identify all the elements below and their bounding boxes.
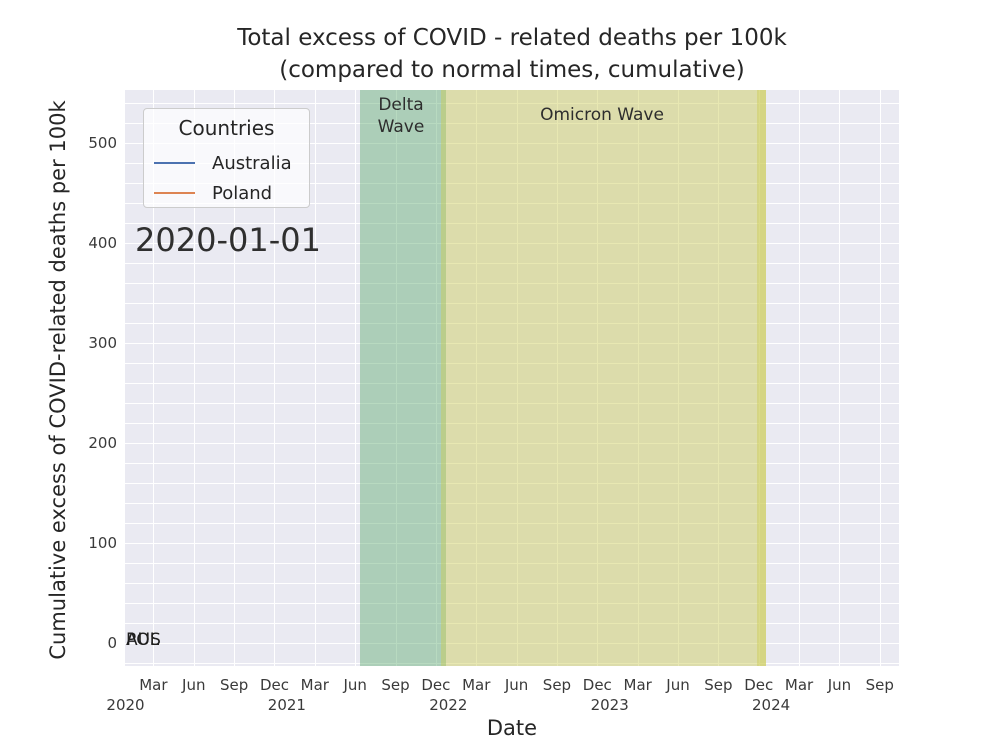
- y-axis-label: Cumulative excess of COVID-related death…: [46, 100, 70, 660]
- x-tick-month-label: Jun: [666, 676, 690, 694]
- x-tick-month-label: Jun: [343, 676, 367, 694]
- legend-entry-poland: Poland: [144, 178, 309, 208]
- x-tick-month-label: Mar: [300, 676, 329, 694]
- legend-line-swatch: [154, 162, 195, 164]
- x-tick-month-label: Dec: [259, 676, 289, 694]
- x-axis-label: Date: [486, 716, 538, 740]
- delta-wave-label: Delta Wave: [377, 95, 425, 137]
- delta-wave-span: [360, 90, 446, 666]
- chart-title: Total excess of COVID - related deaths p…: [237, 25, 787, 83]
- legend-entry-australia: Australia: [144, 148, 309, 178]
- legend: Countries Australia Poland: [143, 108, 310, 208]
- x-tick-month-label: Sep: [542, 676, 572, 694]
- x-tick-year-label: 2024: [752, 696, 791, 714]
- x-tick-month-label: Dec: [582, 676, 612, 694]
- legend-entry-label: Poland: [212, 182, 273, 204]
- y-tick-label: 400: [88, 234, 117, 252]
- x-tick-year-label: 2022: [429, 696, 468, 714]
- x-tick-year-label: 2020: [106, 696, 145, 714]
- y-tick-label: 500: [88, 134, 117, 152]
- x-tick-month-label: Sep: [865, 676, 894, 694]
- x-tick-month-label: Sep: [381, 676, 410, 694]
- y-tick-label: 300: [88, 334, 117, 352]
- legend-title: Countries: [178, 116, 275, 140]
- omicron-wave-edge-band: [757, 90, 766, 666]
- x-tick-year-label: 2021: [267, 696, 306, 714]
- y-tick-label: 0: [107, 634, 117, 652]
- country-label-aus: AUS: [126, 630, 161, 650]
- x-tick-month-label: Mar: [623, 676, 652, 694]
- x-tick-year-label: 2023: [590, 696, 629, 714]
- x-tick-month-label: Jun: [504, 676, 529, 694]
- x-tick-month-label: Dec: [744, 676, 774, 694]
- x-tick-month-label: Sep: [219, 676, 249, 694]
- x-tick-month-label: Sep: [704, 676, 733, 694]
- x-tick-month-label: Jun: [182, 676, 206, 694]
- x-tick-month-label: Jun: [827, 676, 852, 694]
- y-tick-label: 200: [88, 434, 117, 452]
- x-tick-month-label: Dec: [421, 676, 451, 694]
- x-tick-month-label: Mar: [139, 676, 168, 694]
- x-tick-month-label: Mar: [784, 676, 814, 694]
- country-label-pol: POL: [126, 630, 160, 650]
- legend-entry-label: Australia: [212, 152, 292, 174]
- plot-area: [125, 90, 899, 666]
- omicron-wave-label: Omicron Wave: [540, 105, 664, 125]
- legend-line-swatch: [154, 192, 195, 194]
- legend-entries: Australia Poland: [144, 148, 309, 208]
- x-tick-month-label: Mar: [462, 676, 491, 694]
- current-date-annotation: 2020-01-01: [135, 221, 321, 259]
- y-tick-label: 100: [88, 534, 117, 552]
- omicron-wave-span: [441, 90, 766, 666]
